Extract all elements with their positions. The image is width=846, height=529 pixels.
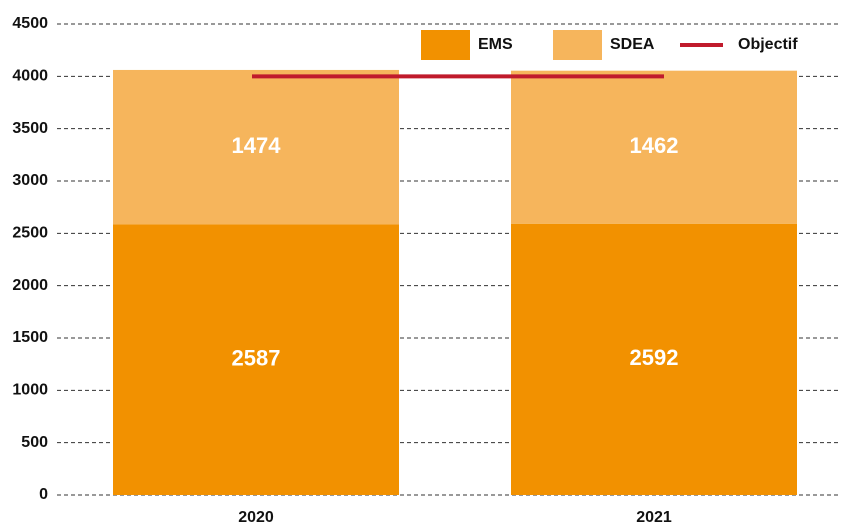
- bar-segment: [113, 224, 399, 495]
- y-tick-label: 1000: [12, 382, 48, 399]
- y-tick-label: 2500: [12, 225, 48, 242]
- y-tick-label: 1500: [12, 329, 48, 346]
- y-tick-label: 2000: [12, 277, 48, 294]
- bar-segment: [511, 223, 797, 496]
- data-label: 2587: [232, 345, 281, 370]
- x-tick-label: 2021: [636, 509, 672, 526]
- legend-label: SDEA: [610, 36, 655, 53]
- x-tick-label: 2020: [238, 509, 274, 526]
- y-tick-label: 4000: [12, 68, 48, 85]
- data-label: 1462: [630, 133, 679, 158]
- y-tick-label: 0: [39, 486, 48, 503]
- data-label: 2592: [630, 345, 679, 370]
- y-tick-label: 500: [21, 434, 48, 451]
- y-tick-label: 3500: [12, 120, 48, 137]
- y-tick-label: 4500: [12, 15, 48, 32]
- legend-label: EMS: [478, 36, 513, 53]
- y-tick-label: 3000: [12, 172, 48, 189]
- legend-swatch: [421, 30, 470, 60]
- data-label: 1474: [232, 133, 282, 158]
- legend-swatch: [553, 30, 602, 60]
- legend-label: Objectif: [738, 36, 798, 53]
- bar-segment: [113, 69, 399, 225]
- bar-segment: [511, 70, 797, 224]
